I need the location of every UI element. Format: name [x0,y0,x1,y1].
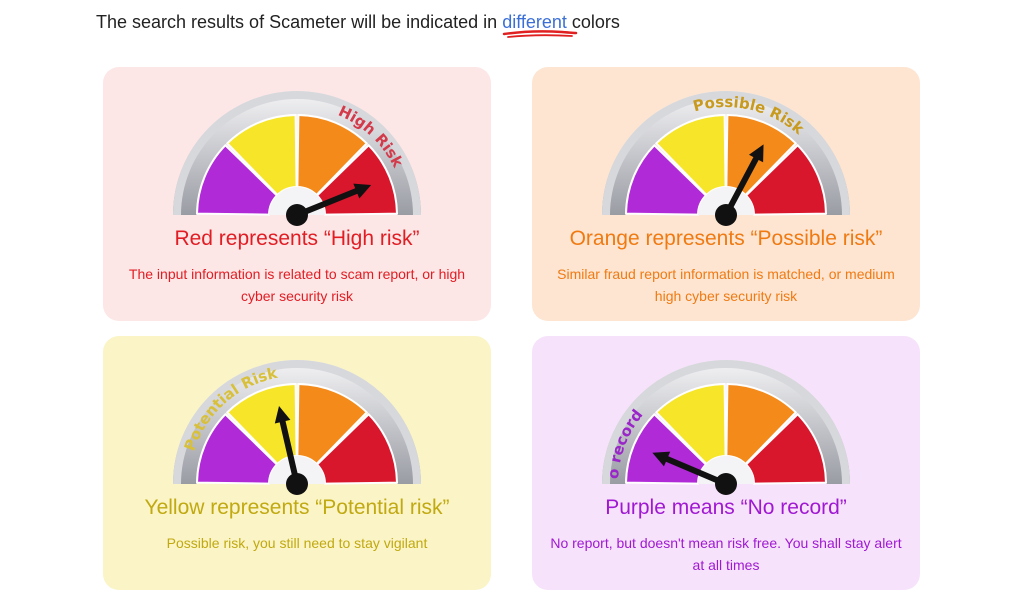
gauge-pivot [286,473,308,495]
gauge-bezel [602,91,850,215]
no-record-description: No report, but doesn't mean risk free. Y… [550,535,902,573]
high-risk-title: Red represents “High risk” [174,227,420,250]
high-risk-gauge: High Risk [173,91,421,226]
gauge-bezel [602,360,850,484]
gauge-hub-cover [269,456,325,484]
intro-text: The search results of Scameter will be i… [96,12,620,38]
potential-risk-title: Yellow represents “Potential risk” [144,496,450,519]
gauge-pivot [715,204,737,226]
gauge-needle [274,406,308,495]
red-underline-decoration [502,30,578,38]
no-record-card: No record Purple means “No record” No re… [532,336,920,590]
potential-risk-gauge: Potential Risk [173,360,421,495]
potential-risk-card: Potential Risk Yellow represents “Potent… [103,336,491,590]
gauge-bezel [173,91,421,215]
possible-risk-card: Possible Risk Orange represents “Possibl… [532,67,920,321]
no-record-title: Purple means “No record” [605,496,847,519]
high-risk-card: High Risk Red represents “High risk” The… [103,67,491,321]
gauge-pivot [286,204,308,226]
no-record-gauge: No record [590,342,850,495]
possible-risk-title: Orange represents “Possible risk” [569,227,883,250]
gauge-needle [652,451,737,495]
potential-risk-description: Possible risk, you still need to stay vi… [166,535,428,551]
different-link[interactable]: different [502,12,578,38]
gauge-needle [715,144,764,226]
possible-risk-gauge: Possible Risk [602,91,850,226]
gauge-pivot [715,473,737,495]
gauge-needle [286,183,372,226]
high-risk-description: The input information is related to scam… [128,266,466,304]
gauge-bezel [173,360,421,484]
possible-risk-description: Similar fraud report information is matc… [557,266,895,304]
intro-text-after: colors [566,12,620,32]
intro-text-before: The search results of Scameter will be i… [96,12,503,32]
